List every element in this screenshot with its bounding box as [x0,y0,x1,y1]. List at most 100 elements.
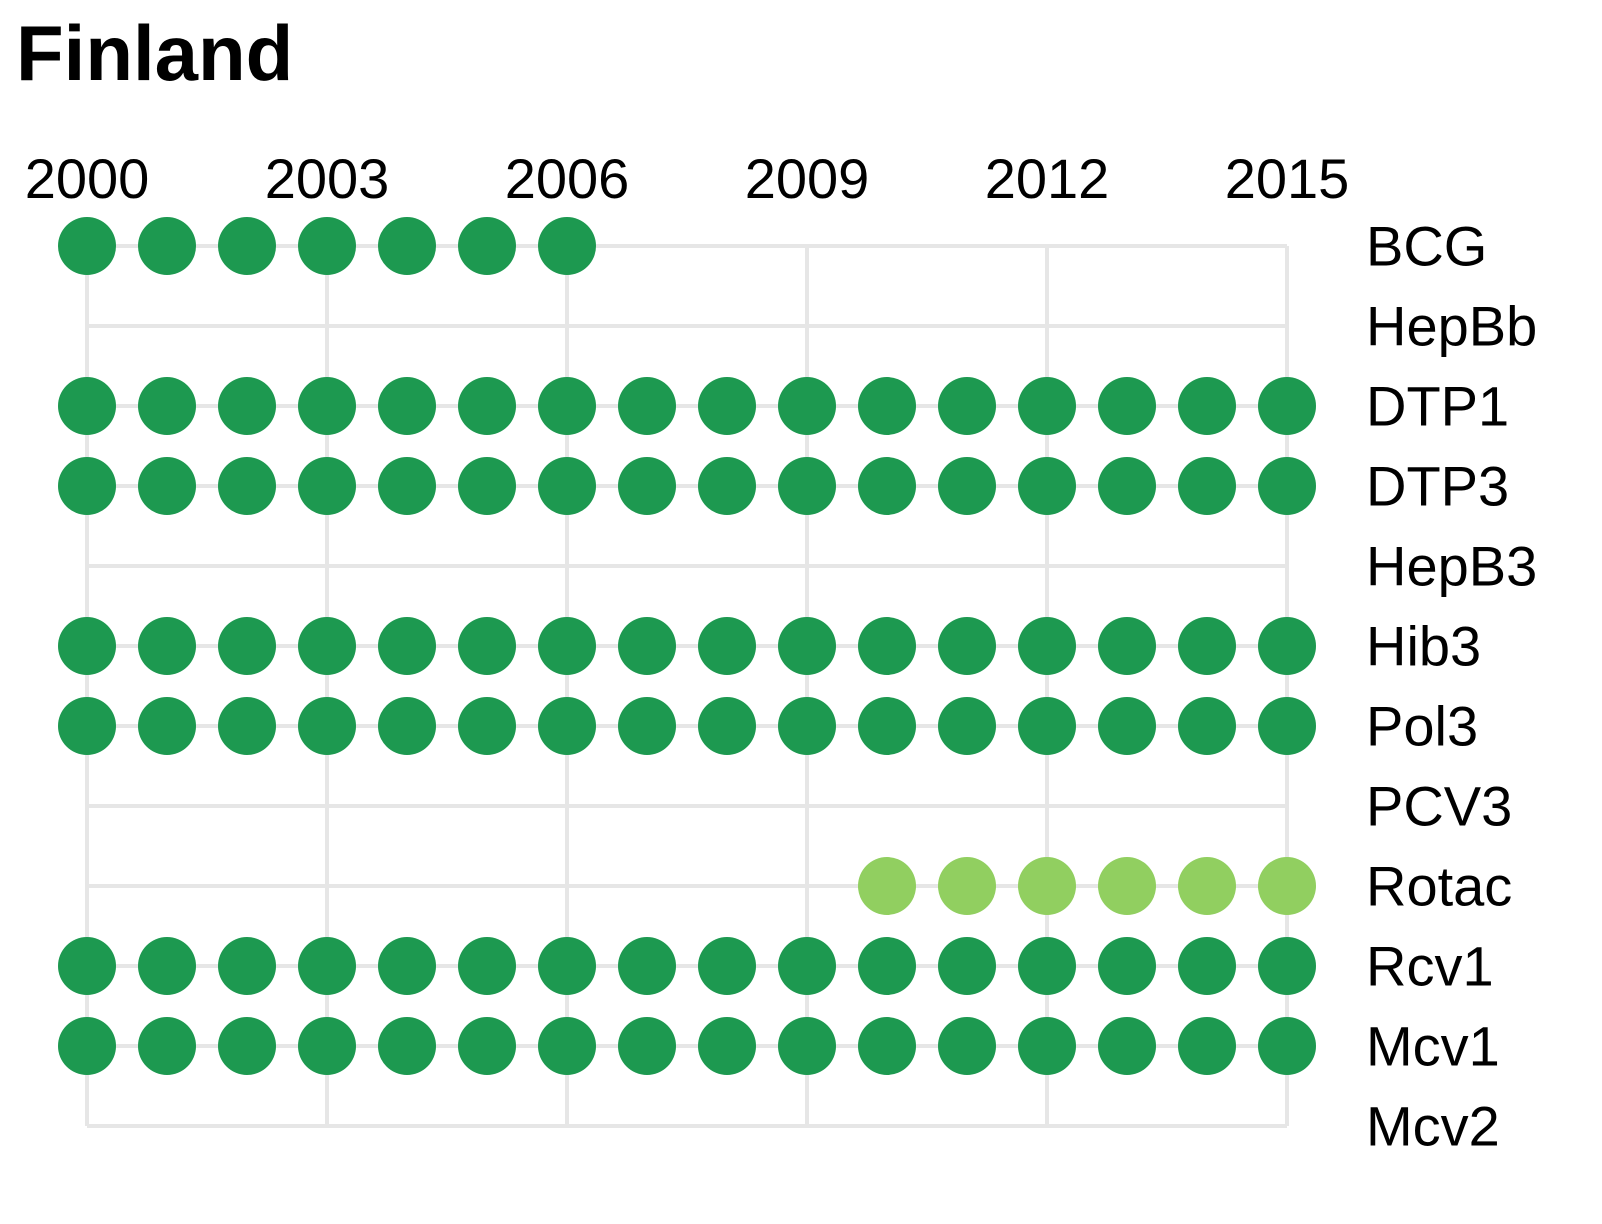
point-dtp1-2012 [1018,377,1076,435]
point-rcv1-2010 [858,937,916,995]
point-rcv1-2007 [618,937,676,995]
point-dtp1-2015 [1258,377,1316,435]
point-rcv1-2000 [58,937,116,995]
point-dtp3-2009 [778,457,836,515]
x-tick-2006: 2006 [505,147,630,210]
point-rcv1-2014 [1178,937,1236,995]
point-pol3-2010 [858,697,916,755]
point-bcg-2006 [538,217,596,275]
point-dtp3-2013 [1098,457,1156,515]
point-rotac-2015 [1258,857,1316,915]
point-dtp1-2005 [458,377,516,435]
data-points [58,217,1316,1075]
point-hib3-2006 [538,617,596,675]
point-dtp1-2004 [378,377,436,435]
point-pol3-2006 [538,697,596,755]
point-dtp1-2010 [858,377,916,435]
x-tick-2012: 2012 [985,147,1110,210]
point-pol3-2014 [1178,697,1236,755]
point-rcv1-2001 [138,937,196,995]
point-dtp3-2006 [538,457,596,515]
point-hib3-2015 [1258,617,1316,675]
point-dtp1-2000 [58,377,116,435]
point-mcv1-2002 [218,1017,276,1075]
y-axis-labels: BCG HepBb DTP1 DTP3 HepB3 Hib3 Pol3 PCV3 Rotac Rc… [1366,215,1537,1158]
point-hib3-2010 [858,617,916,675]
point-hib3-2002 [218,617,276,675]
point-dtp3-2007 [618,457,676,515]
y-label-hib3: Hib3 [1366,615,1481,678]
point-dtp1-2014 [1178,377,1236,435]
point-dtp1-2011 [938,377,996,435]
point-rcv1-2003 [298,937,356,995]
chart-title: Finland [16,9,294,97]
point-mcv1-2003 [298,1017,356,1075]
point-mcv1-2006 [538,1017,596,1075]
point-bcg-2001 [138,217,196,275]
point-mcv1-2009 [778,1017,836,1075]
point-dtp3-2001 [138,457,196,515]
point-rcv1-2004 [378,937,436,995]
x-tick-2015: 2015 [1225,147,1350,210]
point-dtp1-2003 [298,377,356,435]
y-label-dtp3: DTP3 [1366,455,1509,518]
x-tick-2009: 2009 [745,147,870,210]
point-mcv1-2014 [1178,1017,1236,1075]
y-label-mcv1: Mcv1 [1366,1015,1500,1078]
point-pol3-2005 [458,697,516,755]
point-dtp3-2011 [938,457,996,515]
y-label-mcv2: Mcv2 [1366,1095,1500,1158]
point-pol3-2015 [1258,697,1316,755]
point-pol3-2007 [618,697,676,755]
point-mcv1-2010 [858,1017,916,1075]
point-hib3-2001 [138,617,196,675]
point-dtp1-2002 [218,377,276,435]
point-pol3-2003 [298,697,356,755]
point-bcg-2005 [458,217,516,275]
point-rcv1-2006 [538,937,596,995]
point-pol3-2012 [1018,697,1076,755]
point-pol3-2002 [218,697,276,755]
point-hib3-2014 [1178,617,1236,675]
y-label-bcg: BCG [1366,215,1487,278]
point-mcv1-2011 [938,1017,996,1075]
point-mcv1-2001 [138,1017,196,1075]
point-pol3-2011 [938,697,996,755]
point-rotac-2011 [938,857,996,915]
point-dtp1-2008 [698,377,756,435]
y-label-pcv3: PCV3 [1366,775,1512,838]
point-hib3-2008 [698,617,756,675]
point-hib3-2004 [378,617,436,675]
point-dtp3-2015 [1258,457,1316,515]
point-pol3-2004 [378,697,436,755]
point-mcv1-2007 [618,1017,676,1075]
point-mcv1-2012 [1018,1017,1076,1075]
point-pol3-2013 [1098,697,1156,755]
y-label-pol3: Pol3 [1366,695,1478,758]
point-mcv1-2000 [58,1017,116,1075]
y-label-rotac: Rotac [1366,855,1512,918]
point-rcv1-2013 [1098,937,1156,995]
point-hib3-2009 [778,617,836,675]
point-bcg-2004 [378,217,436,275]
point-dtp3-2005 [458,457,516,515]
point-pol3-2001 [138,697,196,755]
x-tick-2003: 2003 [265,147,390,210]
point-hib3-2003 [298,617,356,675]
point-rcv1-2012 [1018,937,1076,995]
point-rotac-2010 [858,857,916,915]
point-rcv1-2011 [938,937,996,995]
point-rcv1-2005 [458,937,516,995]
point-hib3-2000 [58,617,116,675]
point-dtp3-2014 [1178,457,1236,515]
point-rcv1-2015 [1258,937,1316,995]
point-dtp3-2008 [698,457,756,515]
point-hib3-2005 [458,617,516,675]
point-mcv1-2008 [698,1017,756,1075]
point-dtp1-2001 [138,377,196,435]
point-mcv1-2005 [458,1017,516,1075]
point-dtp3-2002 [218,457,276,515]
y-label-hepbb: HepBb [1366,295,1537,358]
point-dtp1-2013 [1098,377,1156,435]
